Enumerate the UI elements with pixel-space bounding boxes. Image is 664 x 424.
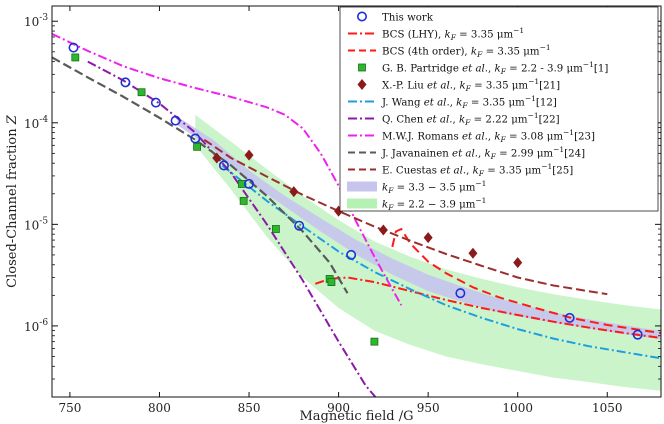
- legend-entry-label: G. B. Partridge et al., kF = 2.2 - 3.9 μ…: [382, 60, 608, 76]
- point-liu: [423, 232, 433, 244]
- x-tick-label: 850: [238, 401, 261, 415]
- point-this-work: [150, 97, 161, 108]
- point-liu: [513, 257, 523, 269]
- point-partridge: [327, 278, 336, 287]
- x-axis-title: Magnetic field /G: [300, 409, 414, 424]
- markers-layer: [68, 42, 643, 346]
- x-tick-label: 800: [148, 401, 171, 415]
- y-tick-label: 10-3: [24, 13, 48, 29]
- legend-entry-label: This work: [382, 12, 434, 23]
- series-line-0: [314, 276, 661, 339]
- y-tick-label: 10-4: [24, 115, 48, 131]
- point-liu: [212, 152, 222, 164]
- point-this-work: [294, 220, 305, 231]
- legend-patch-swatch: [347, 198, 377, 209]
- point-this-work: [244, 178, 255, 189]
- point-liu: [289, 186, 299, 198]
- lines-layer: [52, 32, 661, 397]
- legend-marker-square: [358, 63, 366, 72]
- legend-box: [339, 6, 659, 212]
- series-line-6: [52, 32, 403, 306]
- y-axis-title: Closed-Channel fraction Z: [5, 114, 20, 288]
- point-this-work: [170, 115, 181, 126]
- point-liu: [378, 224, 388, 236]
- y-tick-label: 10-5: [24, 216, 48, 232]
- x-tick-label: 1050: [592, 401, 623, 415]
- point-partridge: [193, 142, 201, 151]
- point-this-work: [120, 77, 131, 88]
- legend-entry-label: J. Javanainen et al., kF = 2.99 μm−1[24]: [381, 145, 585, 161]
- point-liu: [468, 247, 478, 259]
- plot-frame: [51, 5, 662, 398]
- legend-entry-label: Q. Chen et al., kF = 2.22 μm−1[22]: [382, 111, 560, 127]
- point-liu: [244, 149, 254, 161]
- ticks-layer: 750 800 850 900 950 1000 1050 10-6 10-5 10-4 10-3: [24, 6, 661, 415]
- series-line-5: [87, 60, 377, 397]
- y-tick-label: 10-6: [24, 318, 48, 334]
- point-this-work: [68, 42, 79, 53]
- point-partridge: [370, 337, 379, 346]
- point-this-work: [632, 329, 643, 340]
- legend-entry-label: M.W.J. Romans et al., kF = 3.08 μm−1[23]: [382, 128, 595, 144]
- legend-entry-label: J. Wang et al., kF = 3.35 μm−1[12]: [381, 94, 557, 110]
- band-0: [195, 114, 661, 391]
- series-line-1: [391, 228, 661, 335]
- x-tick-label: 1000: [502, 401, 533, 415]
- point-partridge: [71, 53, 80, 62]
- legend-entry-label: BCS (LHY), kF = 3.35 μm−1: [382, 26, 524, 42]
- series-line-7: [52, 56, 349, 294]
- series-line-8: [203, 138, 608, 296]
- legend-marker-circle: [356, 11, 367, 22]
- point-this-work: [346, 249, 357, 260]
- series-line-4: [221, 164, 661, 360]
- point-this-work: [218, 160, 229, 171]
- point-this-work: [455, 288, 466, 299]
- legend-marker-diamond: [357, 79, 367, 90]
- legend-entry-label: X.-P. Liu et al., kF = 3.35 μm−1[21]: [382, 77, 560, 93]
- legend-entry-label: E. Cuestas et al., kF = 3.35 μm−1[25]: [382, 162, 573, 178]
- legend-entry-label: kF = 2.2 − 3.9 μm−1: [382, 196, 486, 212]
- legend-entry-label: kF = 3.3 − 3.5 μm−1: [382, 179, 486, 195]
- legend-entry-label: BCS (4th order), kF = 3.35 μm−1: [382, 43, 551, 59]
- legend-patch-swatch: [347, 181, 377, 192]
- x-tick-label: 900: [327, 401, 350, 415]
- point-partridge: [137, 88, 146, 97]
- x-tick-label: 950: [417, 401, 440, 415]
- bands-layer: [177, 114, 661, 391]
- point-this-work: [190, 133, 201, 144]
- x-tick-label: 750: [58, 401, 81, 415]
- point-this-work: [564, 312, 575, 323]
- point-partridge: [271, 225, 280, 233]
- point-partridge: [239, 197, 248, 205]
